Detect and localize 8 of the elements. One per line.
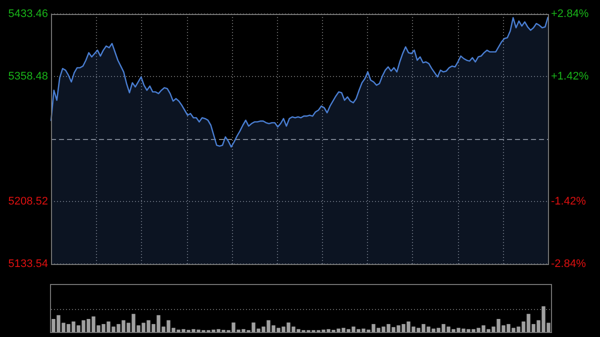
y-tick-label: 5208.52: [8, 196, 48, 208]
y2-tick-label: -2.84%: [551, 258, 586, 270]
y-tick-label: 5358.48: [8, 70, 48, 83]
y2-tick-label: -1.42%: [551, 196, 586, 208]
y2-tick-label: +1.42%: [551, 70, 589, 83]
y-tick-label: 5133.54: [8, 258, 48, 270]
y2-tick-label: +2.84%: [551, 8, 589, 20]
y-tick-label: 5433.46: [8, 8, 48, 20]
